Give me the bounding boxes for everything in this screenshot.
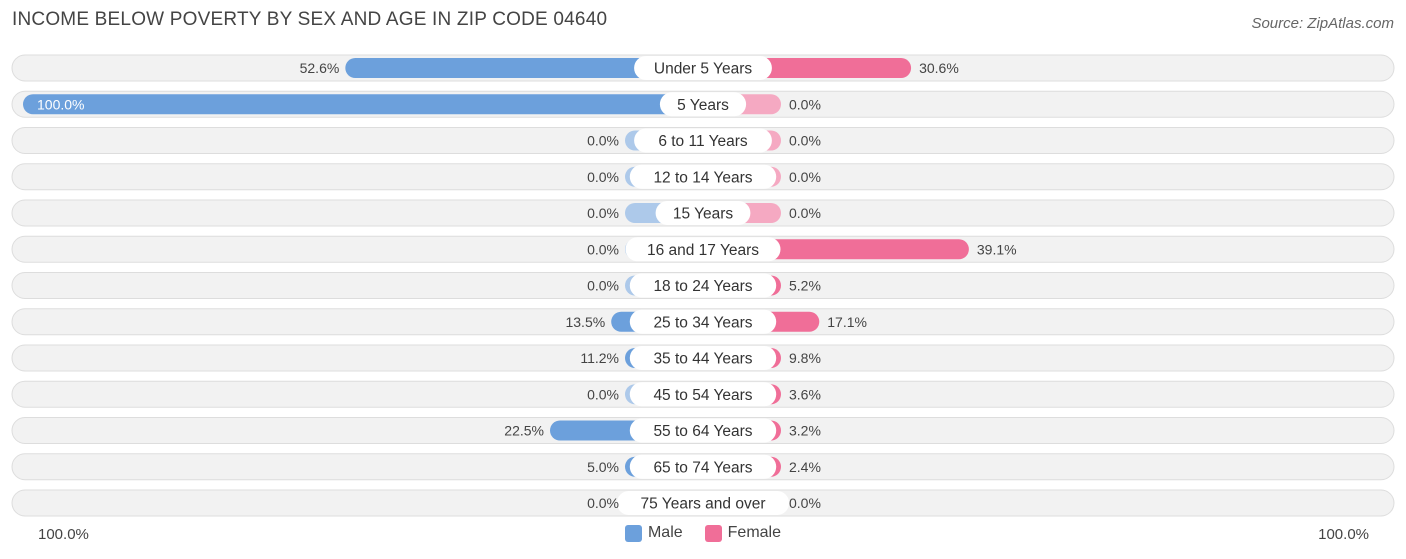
value-label-male: 13.5% — [565, 314, 605, 330]
value-label-female: 17.1% — [827, 314, 867, 330]
category-label: 55 to 64 Years — [653, 423, 752, 440]
legend-label-female: Female — [727, 524, 782, 541]
value-label-male: 0.0% — [587, 241, 619, 257]
value-label-male: 0.0% — [587, 278, 619, 294]
legend: Male Female — [0, 524, 1406, 542]
category-label-bg — [655, 201, 751, 225]
value-label-female: 0.0% — [789, 205, 821, 221]
value-label-female: 9.8% — [789, 350, 821, 366]
value-label-male: 100.0% — [37, 96, 84, 112]
axis-left-label: 100.0% — [38, 526, 89, 543]
value-label-female: 3.6% — [789, 386, 821, 402]
value-label-male: 0.0% — [587, 133, 619, 149]
category-label: Under 5 Years — [654, 61, 752, 78]
category-label-bg — [634, 128, 772, 153]
legend-item-male: Male — [624, 524, 683, 542]
value-label-male: 0.0% — [587, 495, 619, 511]
bar-male — [23, 94, 703, 115]
category-label-bg — [629, 418, 777, 443]
value-label-female: 30.6% — [919, 60, 959, 76]
value-label-male: 0.0% — [587, 205, 619, 221]
legend-swatch-female — [704, 524, 722, 542]
category-label-bg — [634, 56, 772, 80]
diverging-bar-chart: Under 5 Years 52.6% 30.6% 5 Years 100.0% 0.0%… — [11, 54, 1395, 517]
category-label-bg — [629, 309, 777, 334]
value-label-male: 5.0% — [587, 459, 619, 475]
value-label-male: 0.0% — [587, 386, 619, 402]
value-label-female: 2.4% — [789, 459, 821, 475]
value-label-female: 5.2% — [789, 278, 821, 294]
category-label-bg — [629, 164, 777, 189]
category-label-bg — [629, 454, 777, 479]
value-label-female: 0.0% — [789, 495, 821, 511]
category-label-bg — [629, 346, 777, 370]
source-label: Source: ZipAtlas.com — [1251, 15, 1394, 32]
category-label-bg — [616, 491, 790, 515]
value-label-female: 0.0% — [789, 133, 821, 149]
value-label-male: 52.6% — [300, 60, 340, 76]
bar-male — [345, 58, 703, 78]
value-label-female: 0.0% — [789, 169, 821, 185]
category-label: 25 to 34 Years — [653, 314, 752, 331]
category-label: 18 to 24 Years — [653, 278, 752, 295]
category-label: 6 to 11 Years — [658, 133, 748, 150]
category-label: 35 to 44 Years — [653, 351, 752, 368]
category-label: 15 Years — [673, 206, 734, 223]
value-label-female: 39.1% — [977, 241, 1017, 257]
category-label: 65 to 74 Years — [653, 459, 752, 476]
legend-swatch-male — [624, 524, 642, 542]
value-label-female: 0.0% — [789, 96, 821, 112]
axis-right-label: 100.0% — [1318, 526, 1369, 543]
legend-label-male: Male — [647, 524, 683, 541]
value-label-male: 22.5% — [504, 423, 544, 439]
category-label-bg — [659, 92, 747, 117]
category-label: 5 Years — [677, 97, 729, 114]
value-label-male: 11.2% — [580, 350, 619, 366]
value-label-male: 0.0% — [587, 169, 619, 185]
category-label-bg — [629, 273, 777, 298]
legend-item-female: Female — [704, 524, 782, 542]
value-label-female: 3.2% — [789, 423, 821, 439]
category-label-bg — [629, 382, 777, 407]
category-label: 16 and 17 Years — [647, 242, 759, 259]
category-label: 12 to 14 Years — [653, 169, 752, 186]
chart-title: INCOME BELOW POVERTY BY SEX AND AGE IN Z… — [12, 9, 608, 30]
category-label: 75 Years and over — [641, 496, 766, 513]
category-label-bg — [625, 237, 781, 262]
category-label: 45 to 54 Years — [653, 387, 752, 404]
